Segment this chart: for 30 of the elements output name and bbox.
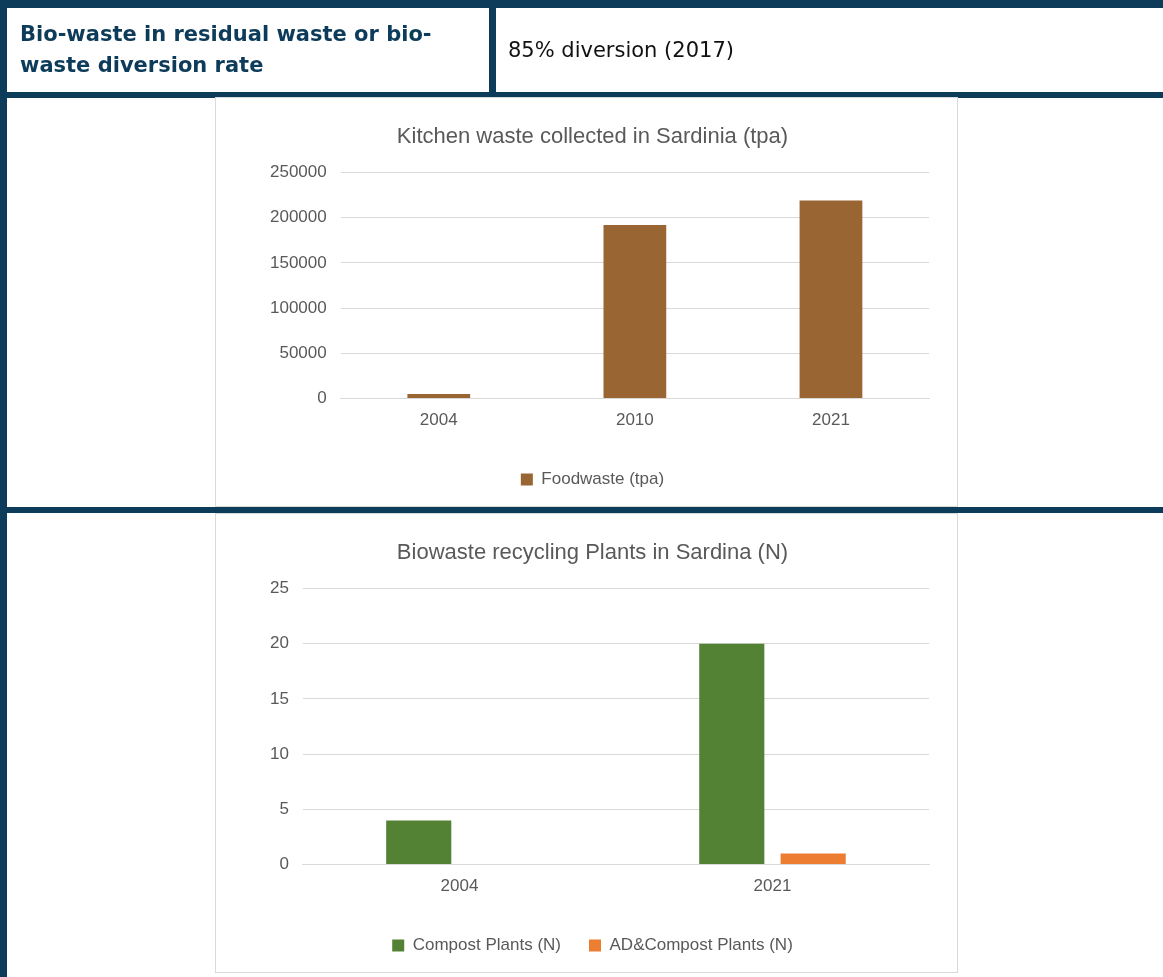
y-tick-label: 20 <box>269 633 289 653</box>
y-tick-label: 150000 <box>269 252 327 272</box>
x-tick-label: 2010 <box>615 410 654 430</box>
bar <box>799 200 863 399</box>
x-tick-label: 2004 <box>419 410 458 430</box>
legend-label: Compost Plants (N) <box>412 935 562 955</box>
chart-title: Kitchen waste collected in Sardinia (tpa) <box>396 123 789 149</box>
text: 85% diversion (2017) <box>507 37 735 64</box>
x-tick-label: 2004 <box>440 876 479 896</box>
bar <box>386 820 452 865</box>
y-tick-label: 0 <box>279 854 289 874</box>
y-tick-label: 100000 <box>269 297 327 317</box>
legend-label: Foodwaste (tpa) <box>541 469 665 489</box>
text: Bio-waste in residual waste or bio-waste diversion rate <box>19 21 433 79</box>
y-tick-label: 250000 <box>269 162 327 182</box>
bar <box>780 853 846 865</box>
x-tick-label: 2021 <box>753 876 792 896</box>
bar <box>407 394 471 399</box>
chart-title: Biowaste recycling Plants in Sardina (N) <box>396 539 789 565</box>
bar <box>603 224 667 399</box>
y-tick-label: 10 <box>269 743 289 763</box>
x-tick-label: 2021 <box>812 410 850 430</box>
y-tick-label: 25 <box>269 578 289 598</box>
bar <box>699 643 765 865</box>
legend-label: AD&Compost Plants (N) <box>609 935 793 955</box>
y-tick-label: 50000 <box>279 343 327 363</box>
y-tick-label: 200000 <box>269 207 327 227</box>
y-tick-label: 15 <box>269 688 289 708</box>
y-tick-label: 5 <box>279 799 289 819</box>
y-tick-label: 0 <box>317 388 327 408</box>
